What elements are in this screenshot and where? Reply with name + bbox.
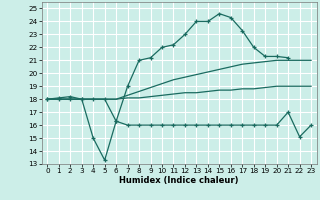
X-axis label: Humidex (Indice chaleur): Humidex (Indice chaleur)	[119, 176, 239, 185]
